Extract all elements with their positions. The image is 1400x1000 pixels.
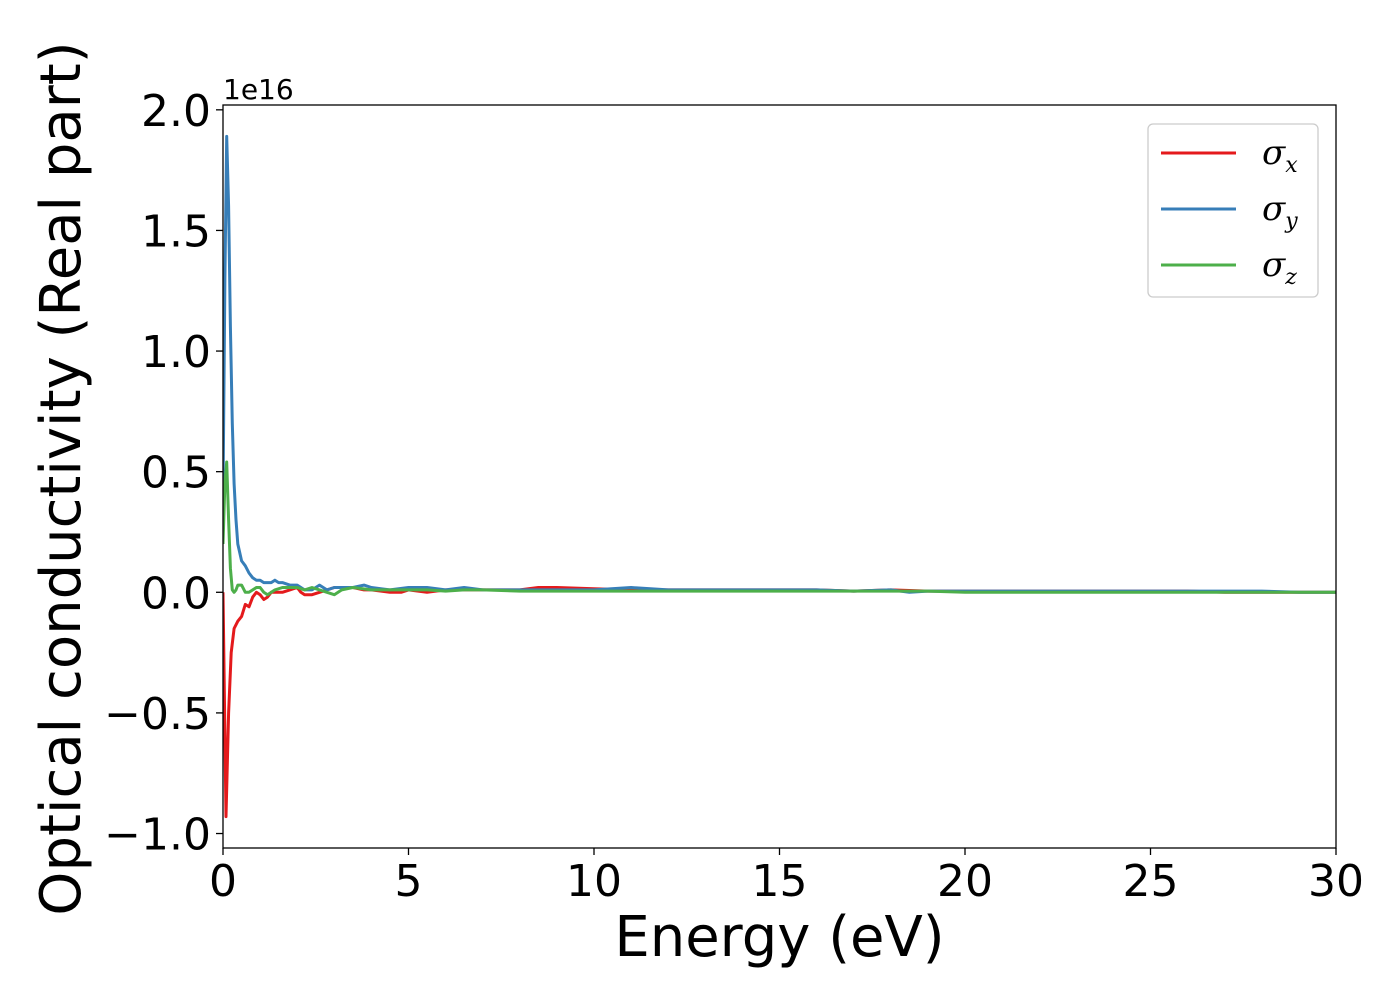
y-tick-label: −0.5 <box>104 689 211 740</box>
y-offset-label: 1e16 <box>223 73 294 106</box>
y-tick-label: 1.5 <box>141 206 211 257</box>
series-line-z <box>223 460 1336 597</box>
y-tick-label: 0.5 <box>141 448 211 499</box>
y-tick-label: 0.0 <box>141 568 211 619</box>
legend-label-z: σz <box>1262 245 1297 290</box>
y-tick-label: 1.0 <box>141 327 211 378</box>
x-tick-label: 20 <box>937 856 993 907</box>
legend-label-y: σy <box>1262 189 1298 234</box>
y-tick-label: −1.0 <box>104 810 211 861</box>
x-tick-label: 15 <box>752 856 808 907</box>
y-tick-label: 2.0 <box>141 86 211 137</box>
x-axis-title: Energy (eV) <box>614 905 944 970</box>
ticks-layer: 0 5 10 15 20 25 30 −1.0 −0.5 0.0 0.5 1.0 1.5 2.0 <box>104 86 1364 907</box>
x-tick-label: 5 <box>395 856 423 907</box>
x-tick-label: 30 <box>1308 856 1364 907</box>
y-axis-title: Optical conductivity (Real part) <box>29 41 94 915</box>
legend: σx σy σz <box>1147 123 1319 298</box>
legend-label-x: σx <box>1262 133 1298 178</box>
series-line-x <box>223 586 1336 819</box>
x-tick-label: 10 <box>566 856 622 907</box>
x-tick-label: 25 <box>1123 856 1179 907</box>
x-tick-label: 0 <box>209 856 237 907</box>
series-layer <box>223 134 1336 819</box>
